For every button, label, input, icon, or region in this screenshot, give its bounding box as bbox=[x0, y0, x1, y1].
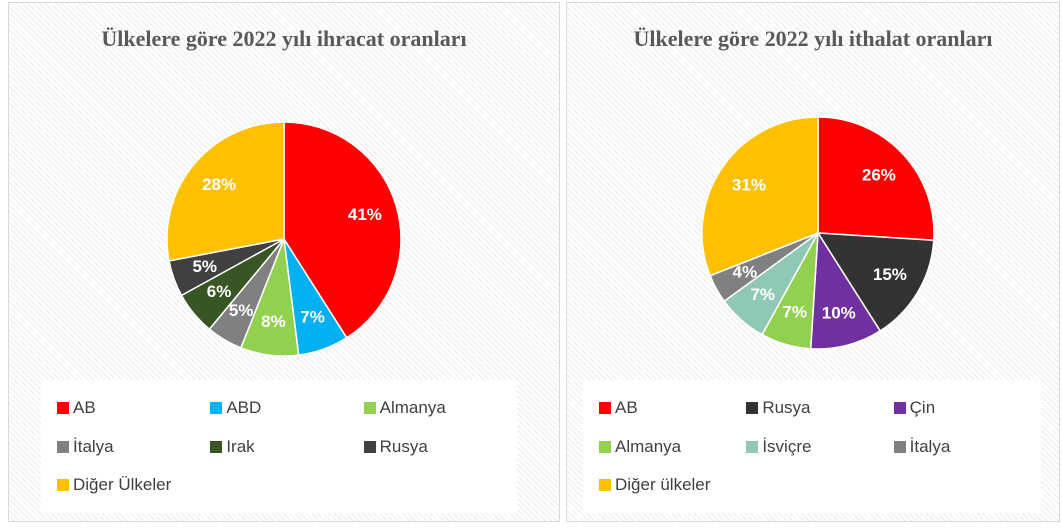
legend-label: Rusya bbox=[379, 436, 428, 456]
legend-item: İsviçre bbox=[746, 437, 893, 457]
legend-swatch bbox=[599, 478, 611, 491]
legend-label: AB bbox=[73, 398, 96, 418]
pie-slice bbox=[166, 121, 285, 262]
data-label: 26% bbox=[862, 165, 896, 184]
legend-item: Rusya bbox=[363, 436, 517, 457]
data-label: 31% bbox=[732, 176, 766, 195]
legend-label: Diğer Ülkeler bbox=[73, 474, 172, 494]
legend-swatch bbox=[57, 402, 69, 415]
legend-swatch bbox=[599, 440, 611, 453]
legend-item: Almanya bbox=[363, 398, 517, 418]
data-label: 28% bbox=[202, 175, 236, 194]
pie-slice bbox=[817, 116, 935, 242]
legend-label: Almanya bbox=[379, 398, 446, 418]
data-label: 10% bbox=[822, 303, 856, 322]
legend-swatch bbox=[599, 402, 611, 415]
data-label: 6% bbox=[207, 282, 232, 301]
legend-item: Almanya bbox=[599, 437, 746, 457]
data-label: 8% bbox=[261, 312, 286, 331]
legend-label: Çin bbox=[909, 398, 936, 418]
data-label: 7% bbox=[300, 308, 325, 327]
pie-slice bbox=[701, 116, 819, 277]
chart-panel: Ülkelere göre 2022 yılı ihracat oranları… bbox=[8, 2, 560, 522]
legend-item: Diğer ülkeler bbox=[599, 475, 746, 495]
pie-chart: 41%7%8%5%6%5%28% bbox=[166, 121, 402, 357]
legend-swatch bbox=[210, 402, 223, 415]
chart-title: Ülkelere göre 2022 yılı ihracat oranları bbox=[101, 26, 467, 51]
pie-chart: 26% 15% 10% 7% 7% 4% 31% bbox=[701, 116, 935, 350]
data-label: 4% bbox=[733, 263, 758, 282]
legend-swatch bbox=[363, 440, 376, 453]
legend-label: Diğer ülkeler bbox=[615, 474, 711, 494]
legend-item: Rusya bbox=[746, 398, 893, 418]
legend-swatch bbox=[893, 402, 906, 415]
legend-item: Irak bbox=[210, 437, 363, 457]
legend-label: Almanya bbox=[615, 436, 682, 456]
legend-item: Çin bbox=[893, 398, 1041, 418]
legend-label: Irak bbox=[226, 436, 255, 456]
pie-slice bbox=[809, 230, 882, 350]
legend: AB ABD Almanya İtalya Irak Rusya Diğer Ülkeler bbox=[41, 380, 517, 513]
legend-item: ABD bbox=[210, 398, 363, 418]
legend-item: AB bbox=[599, 398, 746, 418]
legend-swatch bbox=[210, 440, 223, 453]
legend-label: AB bbox=[615, 398, 638, 418]
legend-swatch bbox=[57, 440, 69, 453]
legend-swatch bbox=[746, 440, 759, 453]
legend-item: İtalya bbox=[893, 436, 1041, 457]
legend-swatch bbox=[57, 478, 69, 491]
chart-title: Ülkelere göre 2022 yılı ithalat oranları bbox=[633, 26, 993, 51]
legend-label: İtalya bbox=[909, 436, 951, 456]
data-label: 15% bbox=[873, 265, 907, 284]
data-label: 41% bbox=[348, 205, 382, 224]
legend: AB Rusya Çin Almanya İsviçre İtalya Diğer ülke… bbox=[583, 380, 1041, 513]
legend-label: Rusya bbox=[762, 398, 811, 418]
legend-swatch bbox=[363, 402, 376, 415]
legend-label: ABD bbox=[226, 398, 262, 418]
chart-panel: Ülkelere göre 2022 yılı ithalat oranları… bbox=[566, 2, 1060, 522]
data-label: 7% bbox=[782, 303, 807, 322]
legend-item: AB bbox=[57, 398, 210, 418]
legend-swatch bbox=[746, 402, 759, 415]
data-label: 5% bbox=[192, 257, 217, 276]
legend-swatch bbox=[893, 440, 906, 453]
legend-item: Diğer Ülkeler bbox=[57, 475, 210, 495]
pie-slice bbox=[816, 232, 935, 332]
data-label: 5% bbox=[229, 301, 254, 320]
legend-item: İtalya bbox=[57, 437, 210, 457]
legend-label: İtalya bbox=[73, 436, 114, 456]
legend-label: İsviçre bbox=[762, 436, 812, 456]
data-label: 7% bbox=[750, 285, 775, 304]
